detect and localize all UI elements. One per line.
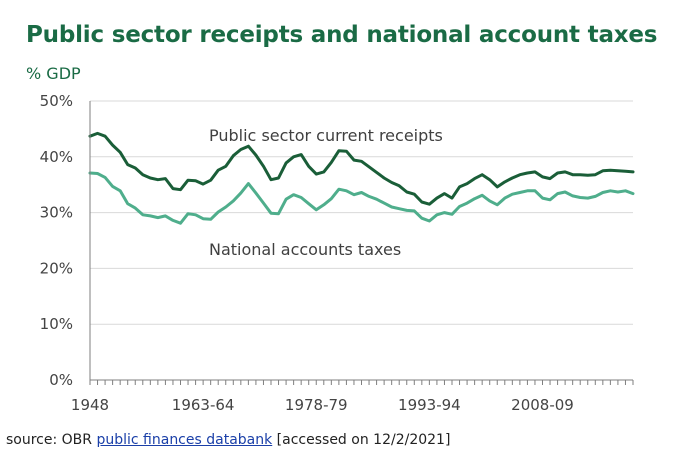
- x-tick-label: 1948: [71, 396, 109, 414]
- chart-title: Public sector receipts and national acco…: [26, 22, 658, 48]
- source-note: source: OBR public finances databank [ac…: [6, 432, 450, 448]
- series-lines: [88, 131, 635, 225]
- y-tick-label: 40%: [40, 148, 73, 166]
- x-tick-label: 1993-94: [398, 396, 461, 414]
- x-axis-ticks: [89, 380, 634, 385]
- source-prefix: source: OBR: [6, 432, 97, 448]
- public-finances-databank-link[interactable]: public finances databank: [96, 432, 273, 448]
- y-axis-tick-labels: 0% 10% 20% 30% 40% 50%: [40, 92, 73, 389]
- source-suffix: [accessed on 12/2/2021]: [272, 432, 451, 448]
- line-chart: 0% 10% 20% 30% 40% 50% 1948 1963-64 1978-79 1993…: [40, 92, 635, 414]
- series-labels: Public sector current receipts National a…: [209, 126, 443, 259]
- x-axis-tick-labels: 1948 1963-64 1978-79 1993-94 2008-09: [71, 396, 574, 414]
- receipts-line: [88, 131, 635, 206]
- y-tick-label: 30%: [40, 204, 73, 222]
- x-tick-label: 2008-09: [511, 396, 574, 414]
- grid-lines: [90, 100, 633, 325]
- taxes-line: [88, 171, 635, 225]
- y-axis-unit-label: % GDP: [26, 64, 81, 83]
- receipts-series-label: Public sector current receipts: [209, 126, 443, 145]
- y-tick-label: 50%: [40, 92, 73, 110]
- x-tick-label: 1963-64: [172, 396, 235, 414]
- y-tick-label: 0%: [49, 371, 73, 389]
- y-tick-label: 10%: [40, 315, 73, 333]
- x-tick-label: 1978-79: [285, 396, 348, 414]
- y-tick-label: 20%: [40, 259, 73, 277]
- taxes-series-label: National accounts taxes: [209, 240, 401, 259]
